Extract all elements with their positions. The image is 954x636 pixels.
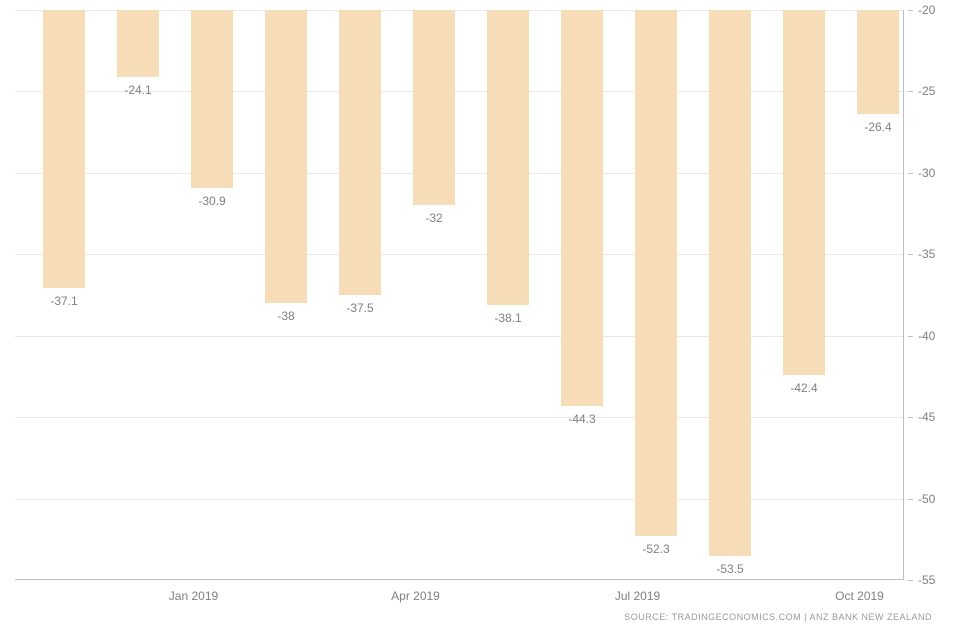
- bar-value-label: -37.1: [50, 294, 77, 308]
- bar-value-label: -44.3: [568, 412, 595, 426]
- x-axis-label: Jul 2019: [615, 589, 660, 603]
- y-axis-label: -40: [918, 329, 935, 343]
- bar-value-label: -26.4: [864, 120, 891, 134]
- bar: [635, 10, 678, 536]
- bar-value-label: -30.9: [198, 194, 225, 208]
- x-axis: Jan 2019 Apr 2019 Jul 2019 Oct 2019: [15, 585, 903, 605]
- bar-value-label: -53.5: [716, 562, 743, 576]
- y-tick: [908, 91, 913, 92]
- gridline: [15, 499, 903, 500]
- y-tick: [908, 336, 913, 337]
- bar: [709, 10, 752, 556]
- y-axis-label: -35: [918, 247, 935, 261]
- gridline: [15, 173, 903, 174]
- y-axis-label: -55: [918, 573, 935, 587]
- bar: [117, 10, 160, 77]
- x-axis-label: Oct 2019: [835, 589, 884, 603]
- bar-value-label: -37.5: [346, 301, 373, 315]
- bar: [339, 10, 382, 295]
- bar: [561, 10, 604, 406]
- y-tick: [908, 173, 913, 174]
- bar: [487, 10, 530, 305]
- y-tick: [908, 417, 913, 418]
- gridline: [15, 417, 903, 418]
- y-tick: [908, 10, 913, 11]
- bar-value-label: -38: [277, 309, 294, 323]
- bar-value-label: -24.1: [124, 83, 151, 97]
- y-tick: [908, 499, 913, 500]
- y-axis-label: -50: [918, 492, 935, 506]
- y-axis-label: -45: [918, 410, 935, 424]
- y-axis: -20-25-30-35-40-45-50-55: [908, 10, 948, 580]
- bar-value-label: -42.4: [790, 381, 817, 395]
- y-axis-line: [903, 10, 904, 580]
- y-tick: [908, 254, 913, 255]
- x-axis-label: Jan 2019: [169, 589, 218, 603]
- bar-value-label: -38.1: [494, 311, 521, 325]
- y-axis-label: -20: [918, 3, 935, 17]
- y-axis-label: -30: [918, 166, 935, 180]
- gridline: [15, 254, 903, 255]
- x-axis-label: Apr 2019: [391, 589, 440, 603]
- bar-value-label: -32: [425, 211, 442, 225]
- chart-container: -37.1 -24.1 -30.9 -38 -37.5 -32 -38.1 -44.3 -52.…: [15, 10, 903, 580]
- bar: [413, 10, 456, 205]
- bar: [265, 10, 308, 303]
- bar: [783, 10, 826, 375]
- source-attribution: SOURCE: TRADINGECONOMICS.COM | ANZ BANK …: [624, 612, 932, 622]
- plot-area: -37.1 -24.1 -30.9 -38 -37.5 -32 -38.1 -44.3 -52.…: [15, 10, 903, 580]
- bar: [857, 10, 900, 114]
- y-tick: [908, 580, 913, 581]
- gridline: [15, 336, 903, 337]
- y-axis-label: -25: [918, 84, 935, 98]
- bar-value-label: -52.3: [642, 542, 669, 556]
- bar: [191, 10, 234, 188]
- bar: [43, 10, 86, 288]
